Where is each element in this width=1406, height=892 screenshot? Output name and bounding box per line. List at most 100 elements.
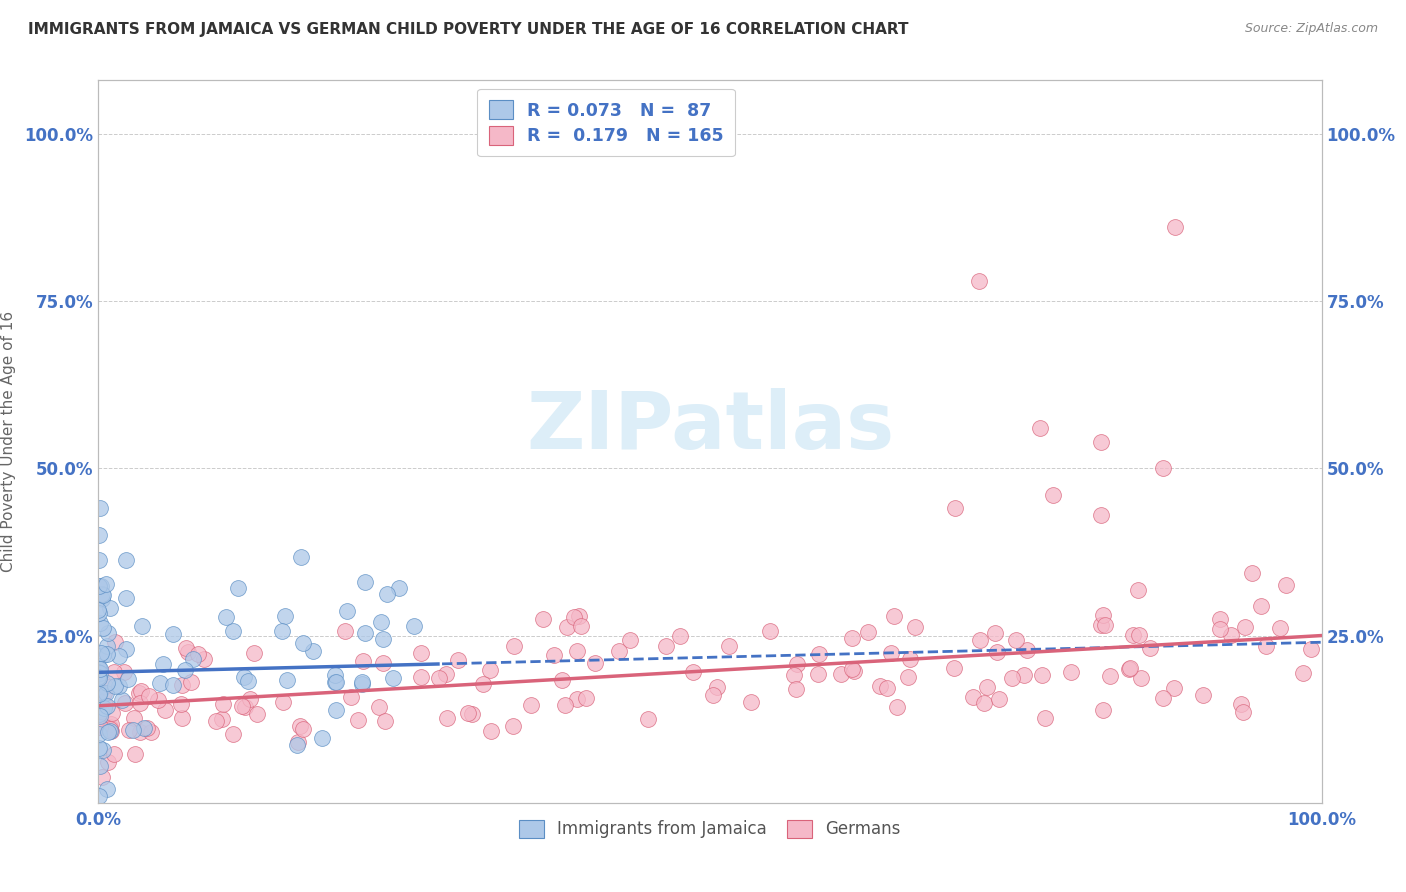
Text: Source: ZipAtlas.com: Source: ZipAtlas.com	[1244, 22, 1378, 36]
Point	[243, 646, 266, 660]
Point	[943, 501, 966, 516]
Point	[239, 692, 262, 706]
Point	[1152, 690, 1174, 705]
Point	[876, 681, 898, 696]
Point	[108, 648, 131, 663]
Point	[233, 699, 256, 714]
Point	[447, 653, 470, 667]
Point	[1234, 620, 1257, 634]
Point	[285, 738, 308, 752]
Point	[233, 670, 256, 684]
Point	[138, 689, 160, 703]
Point	[988, 692, 1011, 706]
Point	[291, 722, 314, 736]
Point	[607, 644, 630, 658]
Point	[1139, 641, 1161, 656]
Point	[180, 675, 202, 690]
Point	[271, 695, 294, 709]
Point	[371, 656, 394, 670]
Point	[869, 679, 891, 693]
Point	[118, 723, 141, 737]
Point	[554, 698, 576, 712]
Point	[91, 588, 114, 602]
Point	[555, 620, 578, 634]
Point	[104, 635, 127, 649]
Point	[87, 670, 110, 684]
Point	[347, 713, 370, 727]
Legend: Immigrants from Jamaica, Germans: Immigrants from Jamaica, Germans	[512, 813, 908, 845]
Point	[87, 789, 110, 804]
Point	[336, 603, 359, 617]
Point	[1090, 508, 1112, 523]
Point	[91, 591, 114, 606]
Y-axis label: Child Poverty Under the Age of 16: Child Poverty Under the Age of 16	[1, 311, 17, 572]
Point	[350, 675, 373, 690]
Point	[1012, 667, 1035, 681]
Point	[87, 606, 110, 620]
Point	[87, 579, 110, 593]
Point	[967, 274, 990, 288]
Point	[841, 631, 863, 645]
Point	[100, 724, 122, 739]
Point	[1208, 612, 1230, 626]
Point	[472, 677, 495, 691]
Point	[1219, 628, 1241, 642]
Point	[148, 693, 170, 707]
Point	[1299, 642, 1322, 657]
Point	[302, 644, 325, 658]
Point	[177, 645, 200, 659]
Point	[1209, 622, 1232, 636]
Point	[1164, 220, 1187, 235]
Point	[94, 685, 117, 699]
Point	[96, 755, 118, 769]
Point	[89, 666, 111, 681]
Point	[1090, 617, 1112, 632]
Point	[740, 695, 762, 709]
Point	[90, 704, 112, 718]
Point	[231, 699, 253, 714]
Point	[1091, 703, 1114, 717]
Point	[368, 700, 391, 714]
Point	[340, 690, 363, 704]
Point	[564, 610, 586, 624]
Point	[785, 681, 807, 696]
Point	[962, 690, 984, 704]
Point	[897, 670, 920, 684]
Point	[1033, 711, 1056, 725]
Point	[89, 709, 111, 723]
Point	[89, 684, 111, 698]
Point	[87, 671, 110, 685]
Point	[128, 686, 150, 700]
Point	[170, 678, 193, 692]
Point	[637, 712, 659, 726]
Point	[246, 706, 269, 721]
Point	[402, 619, 425, 633]
Point	[502, 640, 524, 654]
Point	[238, 673, 260, 688]
Point	[569, 618, 592, 632]
Point	[211, 712, 233, 726]
Point	[325, 703, 347, 717]
Point	[1017, 643, 1039, 657]
Point	[108, 679, 131, 693]
Point	[325, 675, 347, 690]
Point	[323, 674, 346, 689]
Point	[111, 693, 134, 707]
Point	[221, 727, 243, 741]
Point	[1240, 566, 1263, 581]
Point	[1031, 668, 1053, 682]
Point	[382, 671, 405, 685]
Point	[87, 727, 110, 741]
Point	[520, 698, 543, 712]
Point	[682, 665, 704, 679]
Point	[373, 632, 395, 647]
Point	[103, 747, 125, 761]
Point	[100, 716, 122, 731]
Point	[89, 721, 111, 735]
Point	[1268, 621, 1291, 635]
Point	[205, 714, 228, 728]
Point	[1001, 671, 1024, 685]
Point	[583, 656, 606, 670]
Point	[388, 581, 411, 595]
Point	[841, 662, 863, 676]
